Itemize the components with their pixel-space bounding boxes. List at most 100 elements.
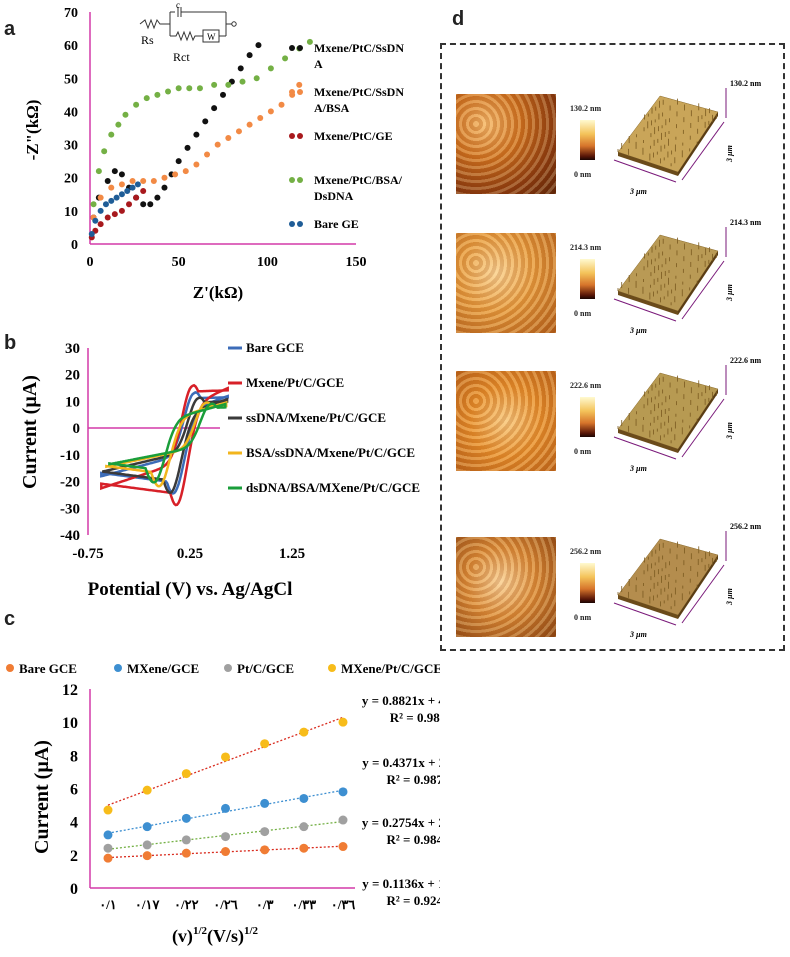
data-point-c <box>260 798 270 808</box>
afm-texture <box>456 94 556 194</box>
legend-entry-b: BSA/ssDNA/Mxene/Pt/C/GCE <box>228 445 415 460</box>
x-tick-label-b: -0.75 <box>72 546 103 562</box>
y-tick-label-b: 10 <box>65 394 80 410</box>
nyquist-point <box>140 178 147 185</box>
y-tick-label-c: 4 <box>70 815 78 832</box>
equation-label: y = 0.1136x + 1.7134 <box>362 876 440 891</box>
legend-marker-a <box>297 221 303 227</box>
legend-marker-a <box>297 177 303 183</box>
legend-entry-a: Mxene/PtC/GE <box>289 129 393 143</box>
data-point-c <box>142 822 152 832</box>
afm-3d-surface: 3 µm 3 µm 130.2 nm <box>613 79 761 196</box>
nyquist-point <box>108 184 115 191</box>
afm-dim-x: 3 µm <box>629 464 647 473</box>
data-point-c <box>260 739 270 749</box>
equation-label: y = 0.4371x + 2.8112 <box>362 755 440 770</box>
y-tick-label-c: 0 <box>70 881 78 898</box>
nyquist-point <box>202 118 209 125</box>
nyquist-point <box>118 181 125 188</box>
afm-height-label: 130.2 nm <box>730 79 761 88</box>
afm-height-label: 222.6 nm <box>730 356 761 365</box>
afm-dim-y: 3 µm <box>725 145 734 163</box>
data-point-c <box>299 843 309 853</box>
legend-label-a: Mxene/PtC/BSA/DsDNA <box>314 173 403 203</box>
y-tick-label-c: 6 <box>70 782 78 799</box>
r2-label: R² = 0.9845 <box>387 832 440 847</box>
legend-entry-b: ssDNA/Mxene/Pt/C/GCE <box>228 410 386 425</box>
legend-marker-a <box>289 89 295 95</box>
afm-height-label: 214.3 nm <box>730 218 761 227</box>
nyquist-point <box>296 81 303 88</box>
x-axis-title-c: (v)1/2(V/s)1/2 <box>172 925 259 947</box>
color-scale-min: 0 nm <box>574 309 592 318</box>
panel-label-d: d <box>452 8 465 30</box>
cv-chart: -40 -30 -20 -10 0 10 20 30 -0.75 0.25 1.25 Bare G… <box>19 340 420 600</box>
legend-label-c: Bare GCE <box>19 661 77 676</box>
legend-entry-b: Mxene/Pt/C/GCE <box>228 375 344 390</box>
afm-dim-x: 3 µm <box>629 326 647 335</box>
color-scale-bar <box>580 397 595 437</box>
afm-dim-y: 3 µm <box>725 422 734 440</box>
legend-label-b: ssDNA/Mxene/Pt/C/GCE <box>246 410 386 425</box>
x-tick-label-c: ٠/٣٣ <box>292 897 317 912</box>
nyquist-chart: 0 10 20 30 40 50 60 70 0 50 100 150 Mxene/PtC/SsDN… <box>23 0 404 302</box>
axes-b <box>87 348 220 535</box>
data-point-c <box>103 843 113 853</box>
nyquist-point <box>118 171 125 178</box>
y-axis-title-b: Current (µA) <box>19 375 41 489</box>
data-point-c <box>260 845 270 855</box>
nyquist-point <box>193 161 200 168</box>
x-tick-label-b: 0.25 <box>177 546 203 562</box>
r2-label: R² = 0.985 <box>390 710 440 725</box>
x-tick-label-a: 150 <box>346 255 367 270</box>
afm-height-label: 256.2 nm <box>730 522 761 531</box>
nyquist-point <box>225 81 232 88</box>
legend-label-b: BSA/ssDNA/Mxene/Pt/C/GCE <box>246 445 415 460</box>
nyquist-point <box>104 178 111 185</box>
legend-entry-b: dsDNA/BSA/MXene/Pt/C/GCE <box>228 480 420 495</box>
nyquist-point <box>161 174 168 181</box>
legend-label-a: Mxene/PtC/SsDN A/BSA <box>314 85 404 115</box>
x-axis-title-c-main: (v) <box>172 926 193 947</box>
nyquist-point <box>150 178 157 185</box>
y-tick-label-a: 60 <box>64 39 78 54</box>
color-scale-max: 256.2 nm <box>570 547 602 556</box>
x-tick-label-b: 1.25 <box>279 546 305 562</box>
nyquist-point <box>115 121 122 128</box>
equation-label: y = 0.2754x + 2.0206 <box>362 815 440 830</box>
nyquist-point <box>122 111 129 118</box>
legend-label-a: Mxene/PtC/GE <box>314 129 393 143</box>
legend-label-c: MXene/GCE <box>127 661 199 676</box>
data-point-c <box>299 793 309 803</box>
afm-2d-image <box>456 537 556 637</box>
color-scale-max: 214.3 nm <box>570 243 602 252</box>
data-point-c <box>181 769 191 779</box>
data-point-c <box>299 822 309 832</box>
afm-3d-surface: 3 µm 3 µm 222.6 nm <box>613 356 761 473</box>
y-tick-label-c: 2 <box>70 848 78 865</box>
x-tick-label-a: 0 <box>87 255 94 270</box>
linear-fit-chart: Bare GCE MXene/GCE Pt/C/GCE MXene/Pt/C/GCE … <box>6 661 440 947</box>
nyquist-point <box>140 187 147 194</box>
x-tick-label-a: 50 <box>172 255 186 270</box>
nyquist-point <box>134 181 141 188</box>
equivalent-circuit <box>139 7 237 43</box>
cv-curve <box>100 390 229 495</box>
dim-arrow <box>681 260 725 320</box>
color-scale-bar <box>580 259 595 299</box>
data-point-c <box>221 847 230 857</box>
nyquist-point <box>129 178 136 185</box>
surface-side <box>678 112 718 176</box>
legend-label-b: dsDNA/BSA/MXene/Pt/C/GCE <box>246 480 420 495</box>
color-scale-max: 130.2 nm <box>570 104 602 113</box>
surface-side <box>678 389 718 453</box>
nyquist-point <box>267 65 274 72</box>
y-tick-label-b: 30 <box>65 341 80 357</box>
nyquist-point <box>255 42 262 49</box>
nyquist-point <box>90 201 97 208</box>
dim-arrow <box>613 436 677 460</box>
x-tick-label-c: ٠/٢٢ <box>174 897 199 912</box>
data-point-c <box>103 805 113 815</box>
nyquist-point <box>282 55 289 62</box>
nyquist-point <box>147 201 154 208</box>
